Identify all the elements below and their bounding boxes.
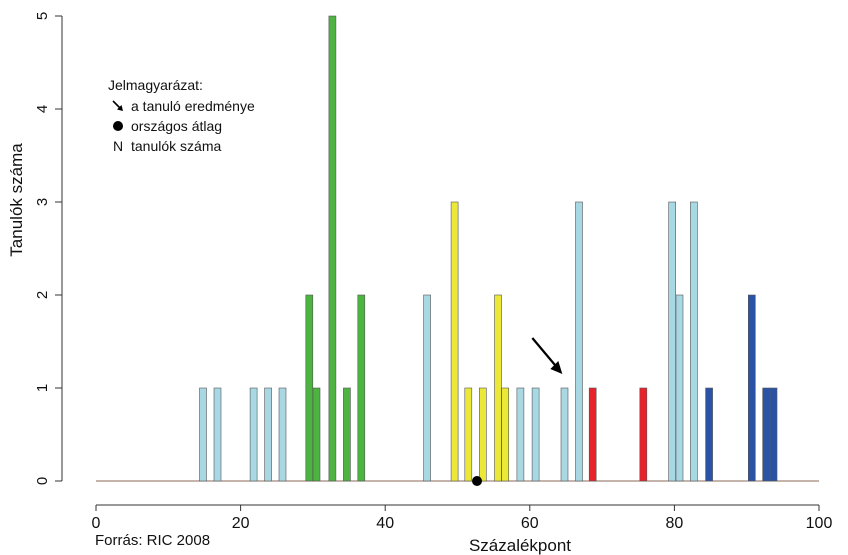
national-average-marker	[472, 476, 483, 486]
y-axis-label: Tanulók száma	[7, 143, 26, 257]
bar	[343, 387, 351, 482]
bar	[357, 294, 366, 482]
x-tick-label: 0	[92, 515, 101, 532]
bar	[478, 387, 487, 482]
legend-item-national-average: országos átlag	[108, 116, 255, 136]
y-axis: 0 1 2 3 4 5	[34, 12, 63, 485]
bar	[450, 201, 459, 482]
legend-label: országos átlag	[131, 118, 223, 134]
bar	[494, 294, 502, 482]
x-tick-label: 80	[666, 515, 684, 532]
legend-symbol-n: N	[112, 138, 124, 154]
bar	[668, 201, 677, 482]
bar	[531, 387, 540, 482]
bar	[560, 387, 569, 482]
dot-icon	[111, 121, 125, 131]
bar	[501, 387, 510, 482]
bar	[769, 387, 778, 482]
y-tick-label: 0	[34, 477, 51, 485]
bar	[312, 387, 321, 482]
legend-title: Jelmagyarázat:	[108, 77, 203, 93]
bar	[575, 201, 583, 482]
bar	[747, 294, 756, 482]
bar	[588, 387, 597, 482]
student-result-arrow	[531, 337, 560, 370]
bar	[199, 387, 207, 482]
x-tick-label: 100	[806, 515, 833, 532]
bar	[516, 387, 525, 482]
bar	[675, 294, 684, 482]
bars	[96, 15, 819, 482]
x-tick-label: 60	[521, 515, 539, 532]
y-tick-label: 4	[34, 105, 51, 113]
legend-label: a tanuló eredménye	[131, 98, 255, 114]
y-tick-label: 2	[34, 291, 51, 299]
bar	[423, 294, 431, 482]
legend-label: tanulók száma	[131, 138, 222, 154]
bar	[705, 387, 713, 482]
source-note: Forrás: RIC 2008	[95, 532, 211, 549]
markers	[472, 337, 563, 486]
bar	[464, 387, 473, 482]
x-axis-label: Százalékpont	[469, 536, 571, 555]
y-tick-label: 3	[34, 198, 51, 206]
bar	[690, 201, 698, 482]
x-tick-label: 20	[232, 515, 250, 532]
bar	[305, 294, 314, 482]
arrow-icon	[111, 100, 125, 112]
bar	[639, 387, 648, 482]
legend-item-student-count: N tanulók száma	[108, 136, 255, 156]
x-axis: 0 20 40 60 80 100	[92, 504, 833, 532]
bar	[762, 387, 771, 482]
bar	[264, 387, 272, 482]
bar	[328, 15, 337, 482]
y-tick-label: 5	[34, 12, 51, 20]
student-result-arrowhead	[550, 361, 563, 374]
bar	[213, 387, 222, 482]
y-tick-label: 1	[34, 384, 51, 392]
x-tick-label: 40	[376, 515, 394, 532]
bar	[278, 387, 287, 482]
legend-item-student-result: a tanuló eredménye	[108, 96, 255, 116]
legend: Jelmagyarázat: a tanuló eredménye ország…	[108, 75, 255, 156]
bar	[249, 387, 258, 482]
